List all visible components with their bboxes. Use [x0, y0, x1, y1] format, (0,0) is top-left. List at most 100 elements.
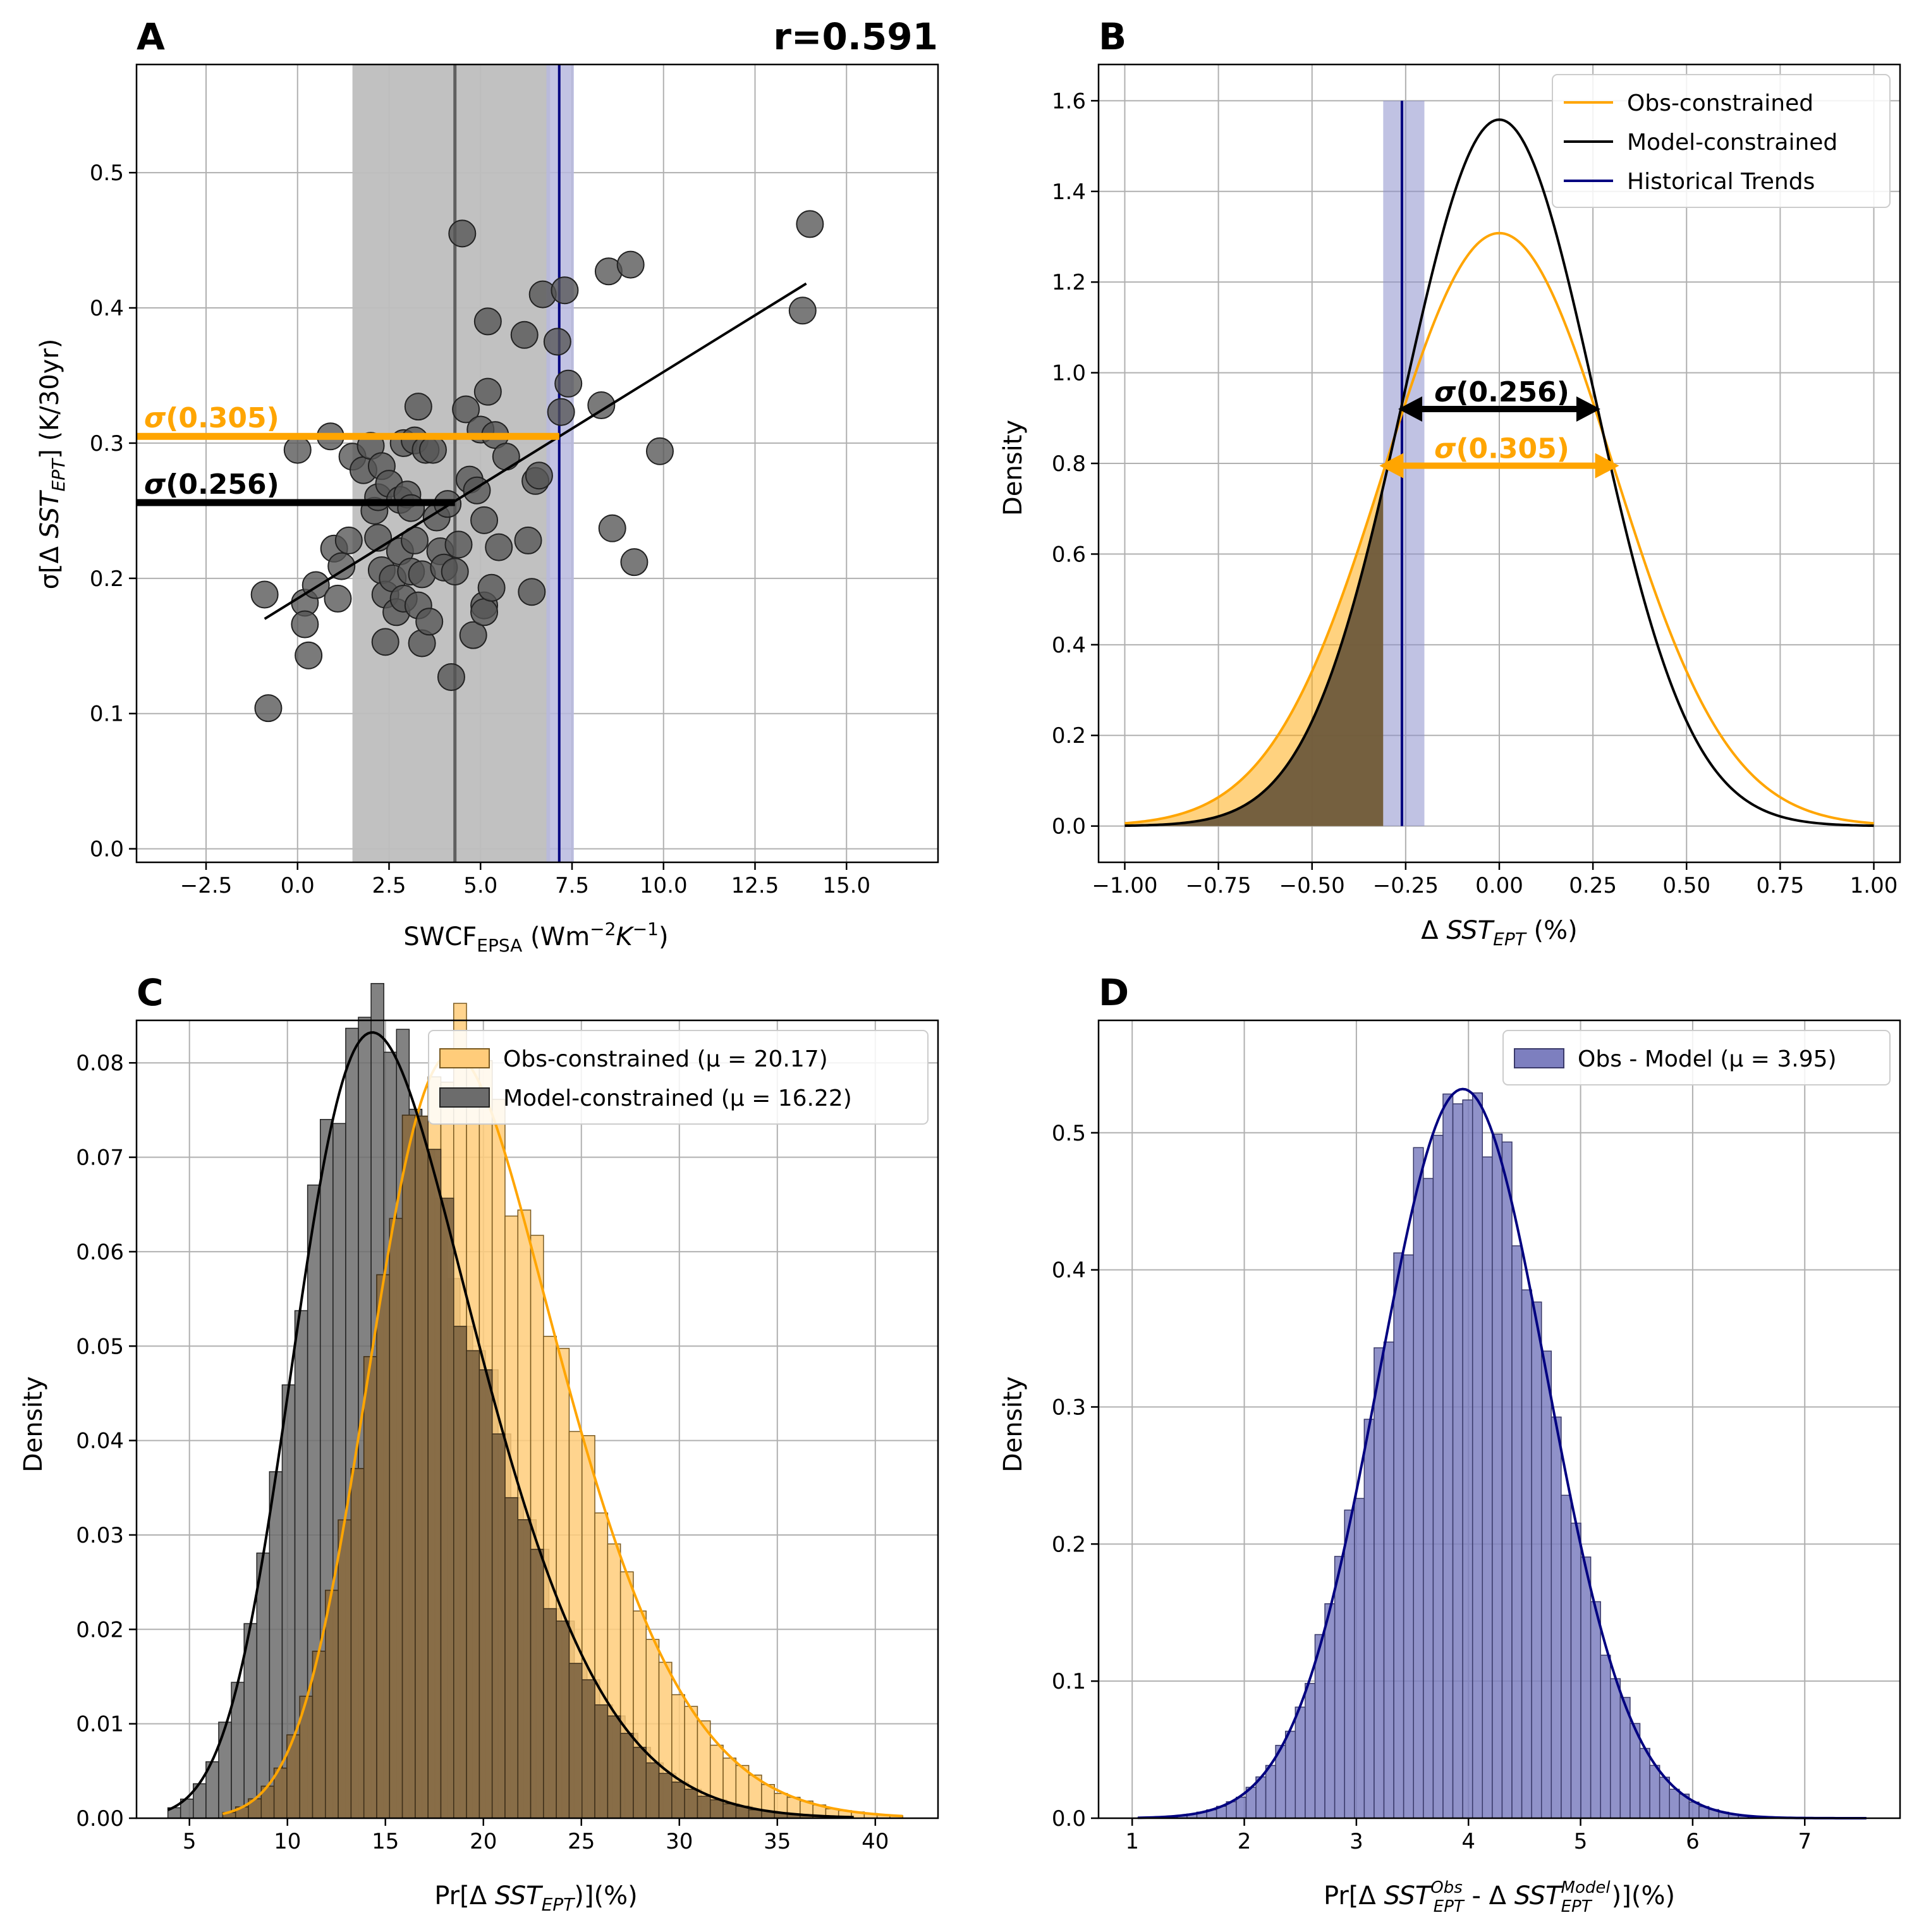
x-tick-label: 20: [470, 1829, 497, 1854]
legend-swatch: [1514, 1048, 1564, 1068]
histogram-overlap-bar: [517, 1519, 532, 1819]
scatter-point: [291, 610, 319, 639]
y-tick-label: 0.03: [76, 1523, 124, 1548]
histogram-bar: [1236, 1796, 1247, 1819]
histogram-overlap-bar: [748, 1809, 762, 1819]
y-tick-label: 0.01: [76, 1712, 124, 1737]
histogram-overlap-bar: [684, 1788, 698, 1819]
x-tick-label: 7: [1798, 1829, 1812, 1854]
panel-c-frame: [135, 1019, 939, 1819]
panel-b-content: σ(0.256)σ(0.305): [1124, 101, 1874, 828]
histogram-overlap-bar: [556, 1620, 570, 1819]
panel-d-frame: [1097, 1019, 1901, 1819]
panel-d-ylabel: Density: [999, 1376, 1028, 1472]
histogram-overlap-bar: [568, 1663, 583, 1819]
scatter-point: [510, 321, 539, 349]
histogram-overlap-bar: [478, 1369, 493, 1819]
legend-label: Obs - Model (μ = 3.95): [1578, 1046, 1837, 1072]
model-sigma-value: (0.256): [166, 468, 279, 501]
regression-line: [264, 282, 807, 620]
histogram-overlap-bar: [722, 1803, 737, 1819]
histogram-overlap-bar: [453, 1326, 467, 1819]
histogram-bar: [1550, 1416, 1562, 1819]
histogram-bar: [1649, 1764, 1660, 1819]
legend-label: Obs-constrained (μ = 20.17): [503, 1046, 828, 1072]
x-tick-label: −2.5: [180, 873, 233, 898]
y-tick-label: 0.02: [76, 1617, 124, 1642]
scatter-point: [459, 621, 487, 649]
panel-c-legend: Obs-constrained (μ = 20.17) Model-constra…: [428, 1030, 929, 1125]
scatter-point: [295, 641, 323, 669]
histogram-bar: [1413, 1147, 1424, 1819]
obs-sigma-arrow-head-left: [1379, 453, 1404, 479]
y-tick-label: 0.06: [76, 1240, 124, 1265]
panel-b-ylabel: Density: [999, 420, 1028, 516]
histogram-bar: [1363, 1419, 1375, 1819]
scatter-point: [473, 377, 502, 406]
scatter-point: [514, 526, 542, 554]
x-tick-label: 0.50: [1662, 873, 1710, 898]
kde-curve: [1138, 1087, 1867, 1819]
panel-a-frame: [135, 63, 939, 864]
panel-c-ticks: 5 10 15 20 25 30 35 40 0.00 0.01 0.02 0.03 0.04 0.05 0…: [76, 1051, 889, 1854]
obs-sigma-value: (0.305): [166, 402, 279, 434]
obs-sigma-arrow-value: (0.305): [1456, 433, 1569, 465]
panel-d-ticks: 1 2 3 4 5 6 7 0.0 0.1 0.2 0.3 0.4 0.5: [1052, 1121, 1812, 1854]
obs-constrained-curve: [1124, 231, 1874, 825]
model-sigma-arrow-head-left: [1398, 396, 1423, 422]
panel-c: 5 10 15 20 25 30 35 40 0.00 0.01 0.02 0.03 0.04 0.05 0…: [19, 971, 939, 1915]
x-tick-label: 1.00: [1850, 873, 1898, 898]
scatter-point: [485, 533, 513, 561]
y-tick-label: 0.8: [1052, 451, 1086, 477]
histogram-bar: [1610, 1678, 1621, 1819]
x-tick-label: 15: [372, 1829, 399, 1854]
y-tick-label: 0.2: [1052, 1532, 1086, 1557]
scatter-point: [543, 327, 571, 356]
histogram-bar: [1561, 1495, 1572, 1819]
y-tick-label: 0.2: [90, 566, 124, 592]
legend-label: Model-constrained (μ = 16.22): [503, 1085, 852, 1111]
histogram-overlap-bar: [671, 1782, 685, 1819]
histogram-bar: [1511, 1245, 1523, 1819]
model-sigma-arrow-value: (0.256): [1456, 376, 1569, 408]
histogram-bar: [1324, 1603, 1336, 1819]
histogram-bar: [1295, 1706, 1306, 1819]
scatter-point: [441, 558, 469, 586]
y-tick-label: 1.4: [1052, 180, 1086, 205]
x-tick-label: −1.00: [1092, 873, 1157, 898]
scatter-point: [473, 307, 502, 336]
scatter-point: [254, 694, 283, 723]
scatter-point: [788, 297, 817, 325]
histogram-bar: [1284, 1730, 1296, 1819]
model-sigma-arrow-head-right: [1576, 396, 1600, 422]
histogram-bar: [1383, 1342, 1394, 1819]
y-tick-label: 0.04: [76, 1429, 124, 1454]
histogram-bar: [1432, 1134, 1444, 1819]
histogram-bar: [1393, 1252, 1404, 1819]
panel-c-letter: C: [137, 971, 164, 1014]
histogram-overlap-bar: [619, 1732, 634, 1819]
histogram-overlap-bar: [440, 1197, 454, 1819]
x-tick-label: −0.50: [1279, 873, 1345, 898]
histogram-overlap-bar: [312, 1651, 326, 1819]
y-tick-label: 0.08: [76, 1051, 124, 1076]
y-tick-label: 0.07: [76, 1146, 124, 1171]
panel-d-legend: Obs - Model (μ = 3.95): [1502, 1030, 1891, 1085]
y-tick-label: 0.0: [90, 837, 124, 862]
histogram-bar: [1344, 1509, 1355, 1819]
histogram-bar: [1334, 1556, 1345, 1819]
scatter-point: [448, 219, 477, 248]
histogram-bar: [1482, 1156, 1493, 1819]
x-tick-label: 2.5: [372, 873, 406, 898]
model-sigma-label: σ(0.256): [144, 468, 279, 501]
histogram-bar: [1374, 1347, 1385, 1819]
histogram-overlap-bar: [491, 1433, 506, 1819]
histogram-bar: [1501, 1141, 1513, 1819]
histogram-bar: [1265, 1764, 1276, 1819]
x-tick-label: 5: [183, 1829, 197, 1854]
kde-curve: [222, 1051, 903, 1818]
scatter-point: [525, 462, 553, 490]
x-tick-label: 25: [568, 1829, 595, 1854]
panel-a: σ(0.305)σ(0.256) −2.5 0.0 2.5 5.0 7.5 10.0 12.…: [35, 15, 939, 956]
